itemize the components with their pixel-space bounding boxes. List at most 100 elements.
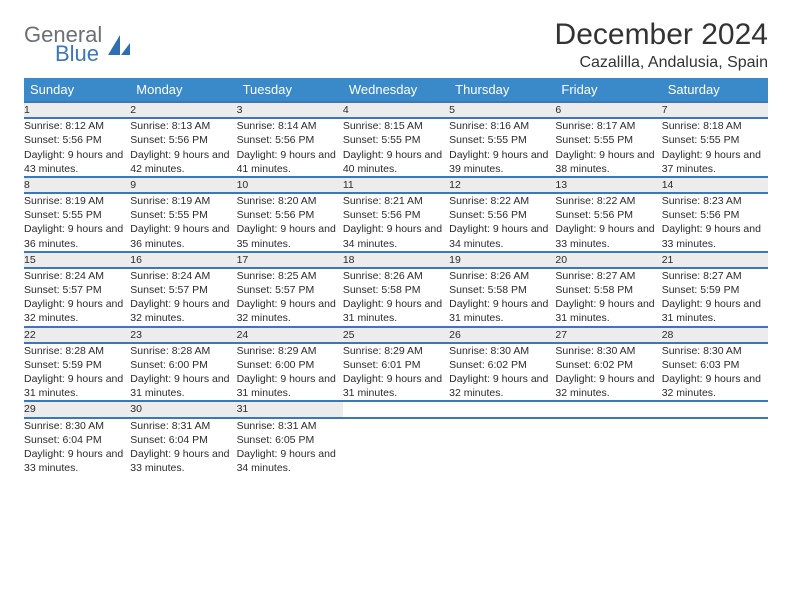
sunset-line: Sunset: 6:02 PM bbox=[449, 358, 555, 372]
day-detail-cell: Sunrise: 8:21 AMSunset: 5:56 PMDaylight:… bbox=[343, 193, 449, 252]
day-number-cell: 12 bbox=[449, 177, 555, 193]
location-text: Cazalilla, Andalusia, Spain bbox=[555, 54, 768, 72]
sunrise-line: Sunrise: 8:23 AM bbox=[662, 194, 768, 208]
sunset-line: Sunset: 5:59 PM bbox=[662, 283, 768, 297]
day-number-cell: 25 bbox=[343, 327, 449, 343]
day-detail-cell: Sunrise: 8:30 AMSunset: 6:02 PMDaylight:… bbox=[449, 343, 555, 402]
daylight-line: Daylight: 9 hours and 32 minutes. bbox=[662, 372, 768, 400]
weekday-header: Wednesday bbox=[343, 78, 449, 102]
daylight-line: Daylight: 9 hours and 38 minutes. bbox=[555, 148, 661, 176]
day-number-cell: 8 bbox=[24, 177, 130, 193]
weekday-header-row: SundayMondayTuesdayWednesdayThursdayFrid… bbox=[24, 78, 768, 102]
day-detail-cell: Sunrise: 8:24 AMSunset: 5:57 PMDaylight:… bbox=[24, 268, 130, 327]
sunset-line: Sunset: 5:57 PM bbox=[24, 283, 130, 297]
day-detail-row: Sunrise: 8:19 AMSunset: 5:55 PMDaylight:… bbox=[24, 193, 768, 252]
weekday-header: Friday bbox=[555, 78, 661, 102]
weekday-header: Sunday bbox=[24, 78, 130, 102]
day-number-cell: 31 bbox=[237, 401, 343, 417]
day-detail-cell: Sunrise: 8:22 AMSunset: 5:56 PMDaylight:… bbox=[449, 193, 555, 252]
logo: General Blue bbox=[24, 18, 132, 65]
day-detail-cell: Sunrise: 8:29 AMSunset: 6:01 PMDaylight:… bbox=[343, 343, 449, 402]
day-number-cell: 2 bbox=[130, 102, 236, 118]
sunrise-line: Sunrise: 8:26 AM bbox=[449, 269, 555, 283]
day-detail-cell: Sunrise: 8:27 AMSunset: 5:59 PMDaylight:… bbox=[662, 268, 768, 327]
daylight-line: Daylight: 9 hours and 36 minutes. bbox=[130, 222, 236, 250]
sunrise-line: Sunrise: 8:30 AM bbox=[24, 419, 130, 433]
sunrise-line: Sunrise: 8:30 AM bbox=[662, 344, 768, 358]
daylight-line: Daylight: 9 hours and 31 minutes. bbox=[237, 372, 343, 400]
sunset-line: Sunset: 6:05 PM bbox=[237, 433, 343, 447]
day-number-cell: 28 bbox=[662, 327, 768, 343]
sunrise-line: Sunrise: 8:20 AM bbox=[237, 194, 343, 208]
daylight-line: Daylight: 9 hours and 31 minutes. bbox=[555, 297, 661, 325]
day-detail-cell: Sunrise: 8:16 AMSunset: 5:55 PMDaylight:… bbox=[449, 118, 555, 177]
day-detail-cell: Sunrise: 8:20 AMSunset: 5:56 PMDaylight:… bbox=[237, 193, 343, 252]
day-number-cell bbox=[555, 401, 661, 417]
day-number-cell: 9 bbox=[130, 177, 236, 193]
calendar-body: 1234567Sunrise: 8:12 AMSunset: 5:56 PMDa… bbox=[24, 102, 768, 475]
daylight-line: Daylight: 9 hours and 31 minutes. bbox=[24, 372, 130, 400]
day-detail-cell: Sunrise: 8:13 AMSunset: 5:56 PMDaylight:… bbox=[130, 118, 236, 177]
sunset-line: Sunset: 5:55 PM bbox=[343, 133, 449, 147]
sunrise-line: Sunrise: 8:24 AM bbox=[24, 269, 130, 283]
day-number-cell: 11 bbox=[343, 177, 449, 193]
sunrise-line: Sunrise: 8:26 AM bbox=[343, 269, 449, 283]
header: General Blue December 2024 Cazalilla, An… bbox=[24, 18, 768, 72]
day-number-cell: 22 bbox=[24, 327, 130, 343]
day-number-cell bbox=[343, 401, 449, 417]
calendar-page: General Blue December 2024 Cazalilla, An… bbox=[0, 0, 792, 493]
sunset-line: Sunset: 5:56 PM bbox=[343, 208, 449, 222]
daylight-line: Daylight: 9 hours and 33 minutes. bbox=[662, 222, 768, 250]
sunset-line: Sunset: 6:00 PM bbox=[130, 358, 236, 372]
day-detail-row: Sunrise: 8:24 AMSunset: 5:57 PMDaylight:… bbox=[24, 268, 768, 327]
sunrise-line: Sunrise: 8:29 AM bbox=[237, 344, 343, 358]
sunrise-line: Sunrise: 8:29 AM bbox=[343, 344, 449, 358]
logo-text-wrap: General Blue bbox=[24, 24, 102, 65]
sunrise-line: Sunrise: 8:21 AM bbox=[343, 194, 449, 208]
sunset-line: Sunset: 6:03 PM bbox=[662, 358, 768, 372]
weekday-header: Tuesday bbox=[237, 78, 343, 102]
day-detail-cell: Sunrise: 8:24 AMSunset: 5:57 PMDaylight:… bbox=[130, 268, 236, 327]
day-number-cell: 24 bbox=[237, 327, 343, 343]
daylight-line: Daylight: 9 hours and 31 minutes. bbox=[343, 297, 449, 325]
daylight-line: Daylight: 9 hours and 31 minutes. bbox=[343, 372, 449, 400]
sunrise-line: Sunrise: 8:19 AM bbox=[24, 194, 130, 208]
daylight-line: Daylight: 9 hours and 32 minutes. bbox=[24, 297, 130, 325]
day-detail-cell bbox=[555, 418, 661, 476]
daylight-line: Daylight: 9 hours and 40 minutes. bbox=[343, 148, 449, 176]
sunset-line: Sunset: 5:56 PM bbox=[662, 208, 768, 222]
day-number-cell: 26 bbox=[449, 327, 555, 343]
daylight-line: Daylight: 9 hours and 34 minutes. bbox=[237, 447, 343, 475]
day-detail-cell bbox=[662, 418, 768, 476]
day-number-row: 15161718192021 bbox=[24, 252, 768, 268]
daylight-line: Daylight: 9 hours and 32 minutes. bbox=[449, 372, 555, 400]
day-detail-cell bbox=[343, 418, 449, 476]
page-title: December 2024 bbox=[555, 18, 768, 52]
day-number-cell: 19 bbox=[449, 252, 555, 268]
daylight-line: Daylight: 9 hours and 31 minutes. bbox=[449, 297, 555, 325]
sunset-line: Sunset: 5:56 PM bbox=[24, 133, 130, 147]
day-number-cell: 29 bbox=[24, 401, 130, 417]
day-detail-cell: Sunrise: 8:18 AMSunset: 5:55 PMDaylight:… bbox=[662, 118, 768, 177]
daylight-line: Daylight: 9 hours and 37 minutes. bbox=[662, 148, 768, 176]
daylight-line: Daylight: 9 hours and 31 minutes. bbox=[130, 372, 236, 400]
sunset-line: Sunset: 5:55 PM bbox=[555, 133, 661, 147]
sunrise-line: Sunrise: 8:27 AM bbox=[555, 269, 661, 283]
sunset-line: Sunset: 5:59 PM bbox=[24, 358, 130, 372]
daylight-line: Daylight: 9 hours and 32 minutes. bbox=[130, 297, 236, 325]
day-number-cell: 21 bbox=[662, 252, 768, 268]
day-detail-cell: Sunrise: 8:30 AMSunset: 6:02 PMDaylight:… bbox=[555, 343, 661, 402]
day-number-cell: 3 bbox=[237, 102, 343, 118]
sunrise-line: Sunrise: 8:22 AM bbox=[449, 194, 555, 208]
day-detail-cell: Sunrise: 8:27 AMSunset: 5:58 PMDaylight:… bbox=[555, 268, 661, 327]
sunrise-line: Sunrise: 8:30 AM bbox=[555, 344, 661, 358]
day-detail-cell: Sunrise: 8:14 AMSunset: 5:56 PMDaylight:… bbox=[237, 118, 343, 177]
sunrise-line: Sunrise: 8:13 AM bbox=[130, 119, 236, 133]
day-detail-cell: Sunrise: 8:26 AMSunset: 5:58 PMDaylight:… bbox=[343, 268, 449, 327]
daylight-line: Daylight: 9 hours and 33 minutes. bbox=[24, 447, 130, 475]
day-detail-cell: Sunrise: 8:12 AMSunset: 5:56 PMDaylight:… bbox=[24, 118, 130, 177]
sunrise-line: Sunrise: 8:24 AM bbox=[130, 269, 236, 283]
sunset-line: Sunset: 5:56 PM bbox=[130, 133, 236, 147]
sunset-line: Sunset: 6:01 PM bbox=[343, 358, 449, 372]
day-number-cell bbox=[449, 401, 555, 417]
